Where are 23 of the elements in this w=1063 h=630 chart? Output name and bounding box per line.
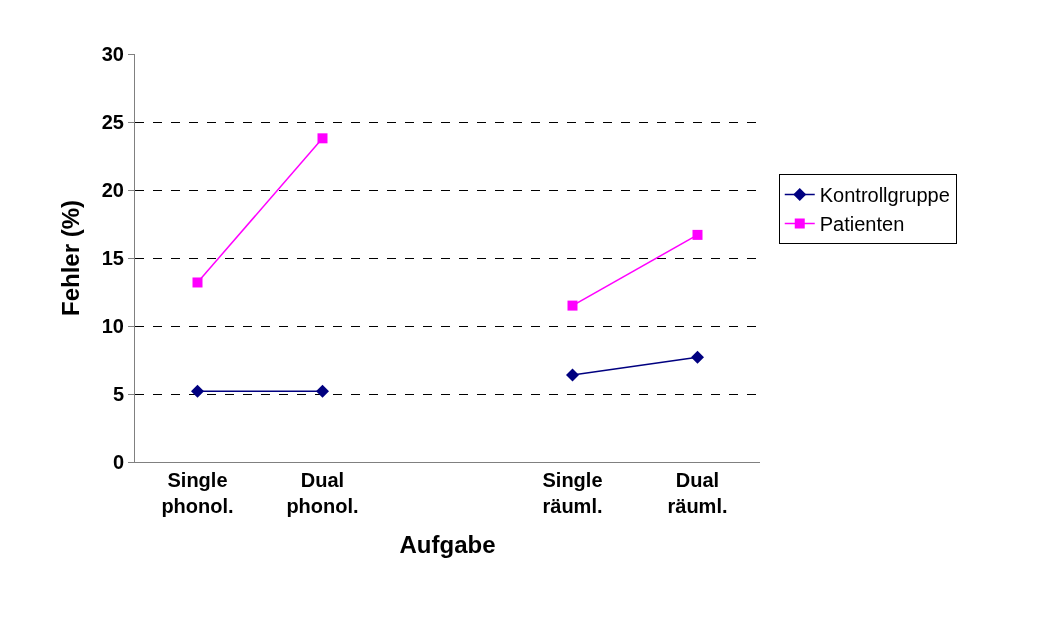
y-tick-label: 10 xyxy=(101,315,124,337)
y-tick-label: 15 xyxy=(101,247,124,269)
x-tick-label: Dual phonol. xyxy=(286,469,359,517)
point xyxy=(316,384,329,398)
x-tick-label: Dual räuml. xyxy=(667,469,728,517)
y-tick-label: 20 xyxy=(101,179,124,201)
y-tick-label: 0 xyxy=(112,451,124,473)
point xyxy=(192,277,203,288)
point xyxy=(317,133,328,144)
y-tick-label: 25 xyxy=(101,111,124,133)
y-tick-label: 30 xyxy=(101,43,124,65)
x-tick-label: Single räuml. xyxy=(542,469,603,517)
x-axis-title: Aufgabe xyxy=(399,531,496,559)
point xyxy=(191,384,204,398)
point xyxy=(566,368,579,382)
legend-label: Patienten xyxy=(819,213,905,236)
point xyxy=(691,350,704,364)
point xyxy=(692,229,703,240)
y-axis-title: Fehler (%) xyxy=(56,199,84,317)
x-tick-label: Single phonol. xyxy=(161,469,234,517)
legend-label: Kontrollgruppe xyxy=(819,184,950,207)
point xyxy=(567,300,578,311)
y-tick-label: 5 xyxy=(112,383,124,405)
